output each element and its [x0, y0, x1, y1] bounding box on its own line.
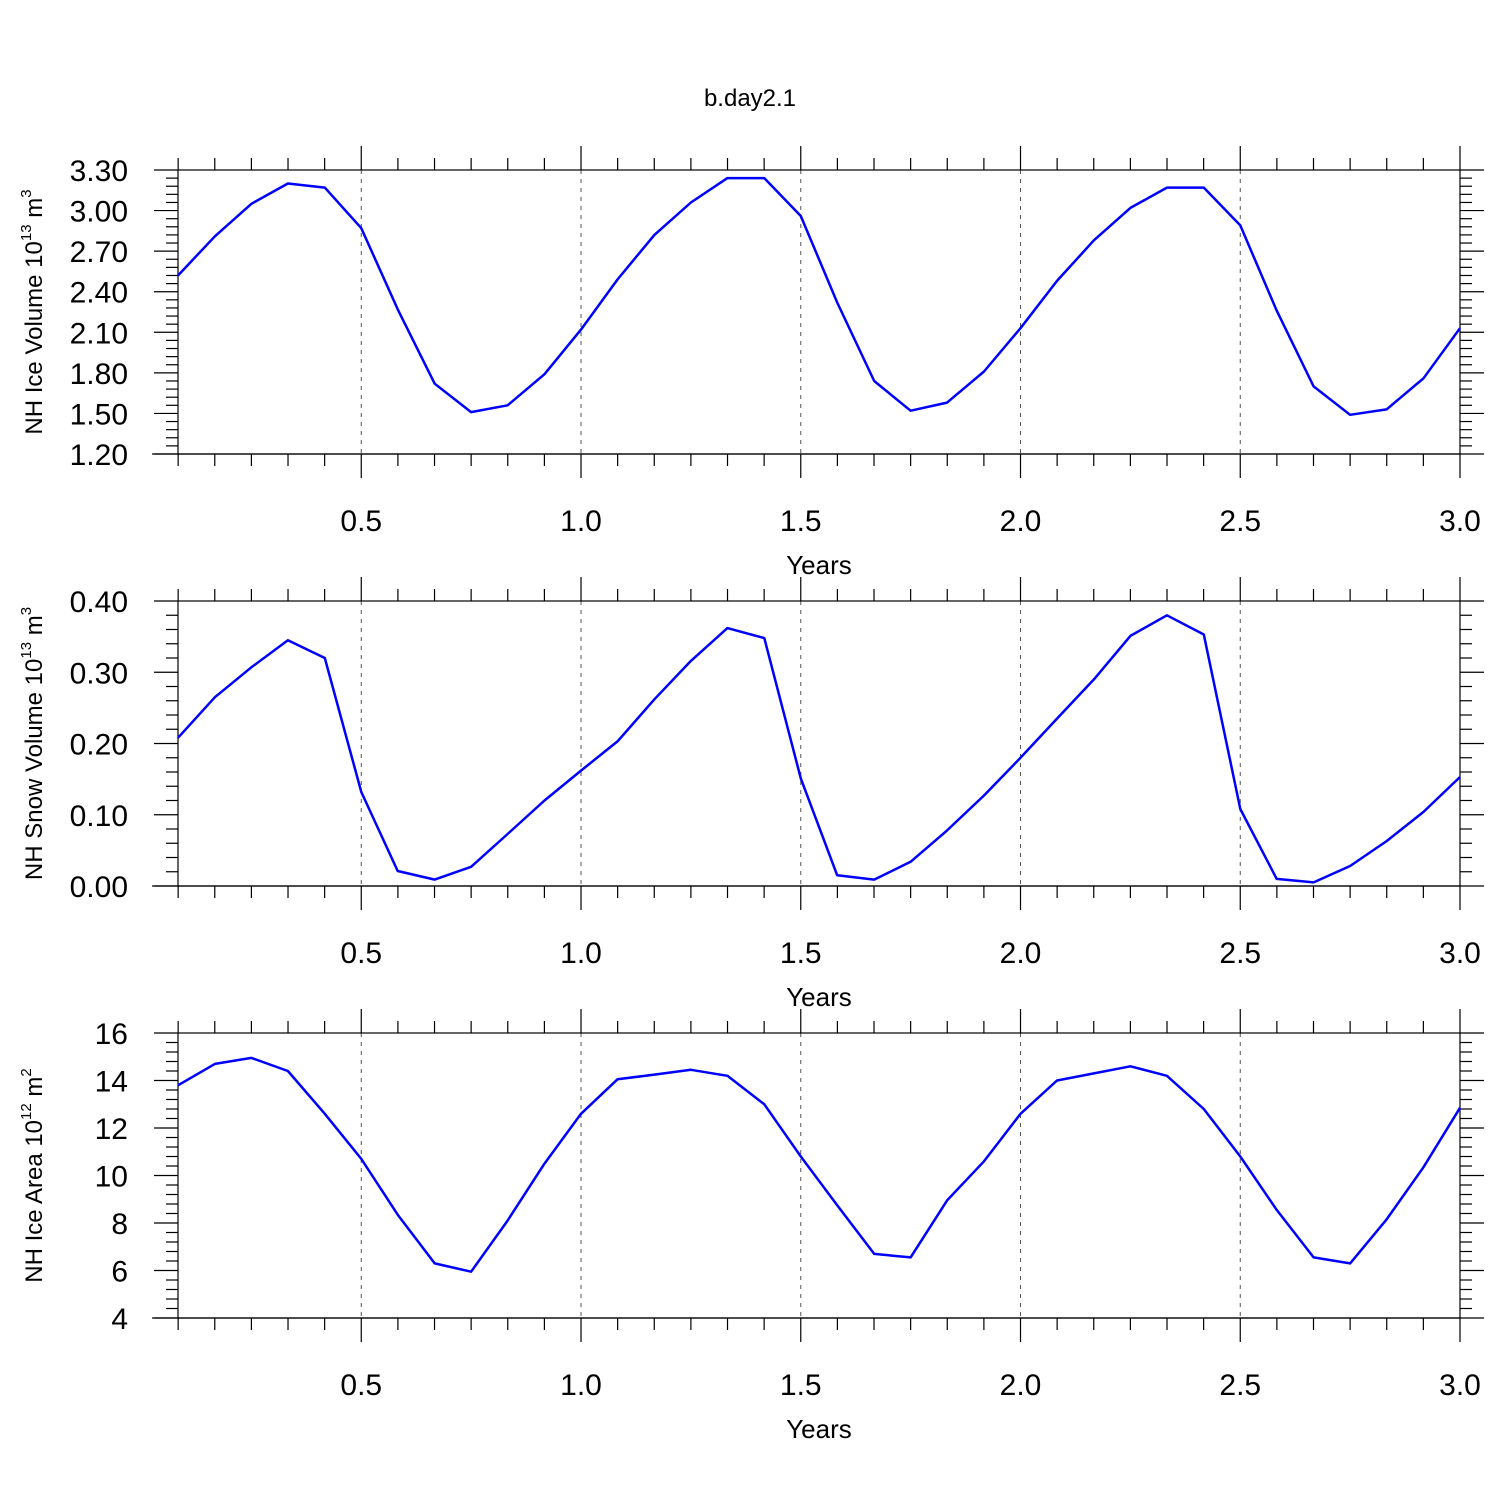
x-axis-label: Years: [786, 550, 852, 580]
x-tick-label: 2.5: [1219, 1369, 1261, 1402]
y-tick-label: 4: [111, 1303, 128, 1336]
x-tick-label: 2.0: [1000, 1369, 1042, 1402]
y-axis-label-exponent: 13: [18, 224, 35, 241]
y-tick-label: 12: [95, 1113, 128, 1146]
y-tick-label: 0.00: [70, 871, 128, 904]
y-tick-label: 2.70: [70, 236, 128, 269]
series-line-1: [177, 1056, 1462, 1273]
x-tick-label: 2.0: [1000, 937, 1042, 970]
y-tick-label: 0.10: [70, 800, 128, 833]
x-tick-label: 0.5: [340, 937, 382, 970]
y-tick-label: 6: [111, 1256, 128, 1289]
series-line-1: [177, 176, 1462, 417]
x-tick-label: 1.0: [560, 1369, 602, 1402]
y-tick-label: 1.80: [70, 358, 128, 391]
y-tick-label: 16: [95, 1018, 128, 1051]
x-tick-label: 2.5: [1219, 505, 1261, 538]
y-axis-label-unit-exponent: 3: [18, 607, 35, 615]
chart-panel-2: 0.5 1.0 1.5 2.0 2.5 3.0 0.00 0.10 0.20 0.30 0.40 Ye…: [18, 577, 1484, 1012]
plot-frame: [177, 600, 1461, 887]
y-axis-label-text: NH Ice Area 10: [21, 1120, 48, 1283]
x-tick-label: 0.5: [340, 505, 382, 538]
y-axis-label-unit: m: [21, 1077, 48, 1104]
y-axis-label-unit-exponent: 3: [18, 189, 35, 197]
y-tick-label: 8: [111, 1208, 128, 1241]
plot-frame: [177, 169, 1461, 455]
x-tick-label: 3.0: [1439, 1369, 1481, 1402]
y-axis-label: NH Snow Volume 1013 m3: [18, 607, 48, 880]
y-tick-label: 14: [95, 1066, 128, 1099]
x-tick-label: 0.5: [340, 1369, 382, 1402]
y-axis-label-text: NH Snow Volume 10: [21, 659, 48, 880]
y-tick-label: 3.30: [70, 155, 128, 188]
y-tick-label: 1.50: [70, 398, 128, 431]
x-axis-label: Years: [786, 1414, 852, 1444]
y-tick-label: 1.20: [70, 439, 128, 472]
panels: 0.5 1.0 1.5 2.0 2.5 3.0 1.20 1.50 1.80 2.10 2.40 2.…: [18, 146, 1484, 1444]
series-line-1: [177, 614, 1461, 884]
y-axis-label-unit: m: [21, 198, 48, 225]
y-tick-label: 0.20: [70, 729, 128, 762]
x-tick-label: 1.5: [780, 505, 822, 538]
y-axis-label: NH Ice Area 1012 m2: [18, 1068, 48, 1282]
x-tick-label: 1.0: [560, 505, 602, 538]
x-tick-label: 2.5: [1219, 937, 1261, 970]
x-tick-label: 3.0: [1439, 937, 1481, 970]
y-tick-label: 2.10: [70, 317, 128, 350]
y-tick-label: 3.00: [70, 196, 128, 229]
plot-frame: [177, 1032, 1461, 1319]
x-tick-label: 1.5: [780, 1369, 822, 1402]
chart-panel-1: 0.5 1.0 1.5 2.0 2.5 3.0 1.20 1.50 1.80 2.10 2.40 2.…: [18, 146, 1484, 580]
x-axis-label: Years: [786, 982, 852, 1012]
y-axis-label-exponent: 12: [18, 1103, 35, 1120]
y-axis-label-unit: m: [21, 615, 48, 642]
x-tick-label: 2.0: [1000, 505, 1042, 538]
y-axis-label: NH Ice Volume 1013 m3: [18, 189, 48, 434]
chart-panel-3: 0.5 1.0 1.5 2.0 2.5 3.0 4 6 8 10 12 14 16 Years NH Ice…: [18, 1009, 1484, 1444]
chart-title: b.day2.1: [704, 85, 796, 112]
y-axis-label-exponent: 13: [18, 642, 35, 659]
y-tick-label: 10: [95, 1161, 128, 1194]
y-tick-label: 0.30: [70, 657, 128, 690]
x-tick-label: 1.0: [560, 937, 602, 970]
y-tick-label: 0.40: [70, 586, 128, 619]
x-tick-label: 1.5: [780, 937, 822, 970]
y-axis-label-unit-exponent: 2: [18, 1068, 35, 1076]
y-tick-label: 2.40: [70, 277, 128, 310]
x-tick-label: 3.0: [1439, 505, 1481, 538]
y-axis-label-text: NH Ice Volume 10: [21, 241, 48, 434]
